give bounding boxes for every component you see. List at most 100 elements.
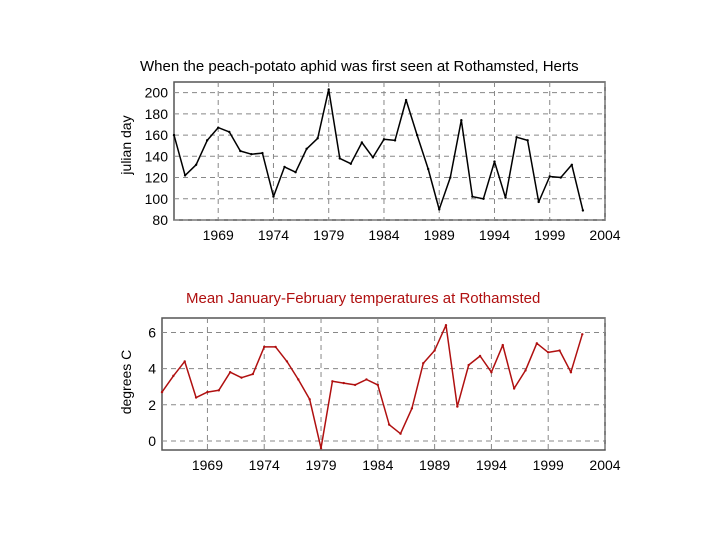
temperature-data-point	[535, 342, 539, 345]
aphid-x-tick-label: 2004	[589, 227, 620, 243]
temperature-data-point	[240, 376, 243, 379]
aphid-data-point	[205, 139, 209, 142]
temperature-data-point	[569, 371, 573, 374]
aphid-data-point	[283, 165, 286, 169]
aphid-x-tick-label: 1984	[368, 227, 399, 243]
temperature-y-tick-label: 6	[148, 324, 156, 340]
aphid-data-point	[438, 208, 441, 211]
temperature-data-point	[524, 369, 527, 372]
aphid-data-point	[239, 149, 242, 153]
aphid-data-point	[449, 176, 452, 179]
aphid-data-point	[250, 152, 253, 156]
aphid-data-point	[471, 195, 474, 198]
aphid-data-point	[194, 163, 198, 166]
temperature-data-point	[308, 398, 311, 401]
temperature-data-point	[547, 351, 550, 354]
temperature-data-point	[501, 343, 504, 347]
temperature-chart-ylabel: degrees C	[118, 349, 134, 415]
temperature-data-point	[183, 360, 186, 363]
temperature-data-point	[274, 345, 277, 349]
aphid-data-point	[294, 171, 297, 174]
temperature-data-point	[490, 371, 493, 374]
temperature-series-line	[161, 324, 584, 449]
aphid-data-point	[172, 133, 176, 137]
aphid-data-point	[393, 139, 397, 142]
aphid-data-point	[515, 136, 518, 139]
aphid-x-tick-label: 1974	[258, 227, 289, 243]
temperature-data-point	[444, 324, 448, 327]
temperature-data-point	[251, 372, 255, 376]
aphid-data-point	[382, 138, 386, 141]
aphid-data-point	[559, 176, 562, 179]
aphid-chart: 80 100 120 140 160 180 200 1969 1974 1979 1984 1989…	[145, 81, 621, 243]
aphid-data-point	[261, 151, 264, 155]
aphid-data-point	[338, 157, 341, 160]
temperature-x-tick-label: 1979	[305, 457, 336, 473]
temperature-data-point	[456, 405, 459, 408]
aphid-y-tick-label: 120	[145, 170, 169, 186]
aphid-data-point	[371, 156, 375, 159]
aphid-y-tick-label: 80	[152, 212, 168, 228]
temperature-data-point	[319, 446, 323, 450]
temperature-data-point	[217, 389, 220, 392]
temperature-data-point	[194, 396, 198, 399]
aphid-data-point	[460, 119, 463, 122]
aphid-data-point	[570, 163, 574, 166]
temperature-plot-frame	[161, 317, 606, 451]
aphid-y-tick-label: 140	[145, 148, 169, 164]
temperature-chart: 0 2 4 6 1969 1974 1979 1984 1989 1994 1999 2004	[148, 317, 621, 473]
aphid-y-tick-label: 100	[145, 191, 169, 207]
aphid-data-point	[327, 88, 330, 91]
aphid-data-point	[272, 195, 275, 198]
temperature-data-point	[512, 387, 516, 390]
aphid-chart-title: When the peach-potato aphid was first se…	[140, 58, 579, 75]
temperature-data-point	[365, 378, 368, 381]
aphid-chart-ylabel: julian day	[118, 115, 134, 175]
temperature-data-point	[410, 407, 414, 410]
aphid-y-tick-label: 200	[145, 85, 169, 101]
temperature-data-point	[172, 374, 175, 378]
aphid-data-point	[404, 98, 408, 102]
aphid-data-point	[548, 175, 551, 178]
aphid-data-point	[305, 147, 308, 151]
temperature-data-point	[422, 362, 425, 365]
aphid-x-tick-label: 1979	[313, 227, 344, 243]
aphid-data-point	[493, 160, 496, 163]
temperature-data-point	[581, 333, 584, 336]
aphid-x-tick-label: 1999	[534, 227, 565, 243]
temperature-x-tick-label: 1974	[249, 457, 280, 473]
temperature-data-point	[206, 390, 209, 394]
temperature-x-tick-label: 1989	[419, 457, 450, 473]
aphid-x-tick-label: 1989	[424, 227, 455, 243]
temperature-data-point	[342, 381, 345, 385]
temperature-y-tick-label: 0	[148, 433, 156, 449]
aphid-data-point	[217, 126, 220, 129]
temperature-data-point	[160, 390, 164, 394]
temperature-chart-title: Mean January-February temperatures at Ro…	[186, 290, 541, 307]
temperature-data-point	[263, 345, 266, 349]
aphid-y-tick-label: 180	[145, 106, 169, 122]
aphid-series-line	[173, 88, 584, 211]
aphid-plot-frame	[173, 81, 606, 221]
aphid-x-tick-label: 1994	[479, 227, 510, 243]
aphid-data-point	[349, 162, 353, 165]
temperature-data-point	[478, 354, 482, 358]
aphid-data-point	[415, 133, 419, 137]
aphid-data-point	[426, 167, 430, 171]
temperature-x-tick-label: 2004	[589, 457, 620, 473]
aphid-data-point	[526, 139, 529, 142]
temperature-data-point	[387, 423, 391, 426]
temperature-x-tick-label: 1969	[192, 457, 223, 473]
aphid-data-point	[581, 209, 585, 212]
aphid-data-point	[360, 141, 364, 144]
temperature-y-tick-label: 4	[148, 361, 156, 377]
temperature-data-point	[297, 378, 300, 381]
temperature-data-point	[399, 432, 402, 435]
temperature-x-tick-label: 1994	[476, 457, 507, 473]
temperature-data-point	[228, 371, 232, 374]
temperature-y-tick-label: 2	[148, 397, 156, 413]
temperature-x-tick-label: 1999	[533, 457, 564, 473]
temperature-data-point	[285, 360, 289, 363]
temperature-data-point	[467, 363, 470, 367]
aphid-data-point	[183, 174, 187, 177]
